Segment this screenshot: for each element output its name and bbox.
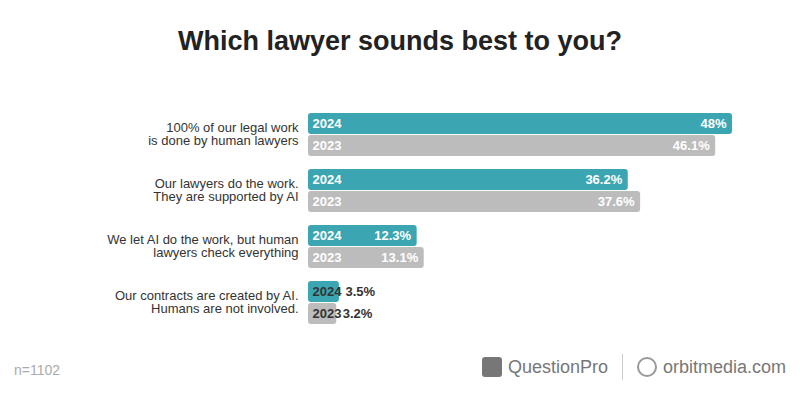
- svg-text:3.2%: 3.2%: [343, 306, 373, 321]
- html-text:QuestionPro: QuestionPro: [507, 356, 608, 377]
- svg-text:Our contracts are created by A: Our contracts are created by AI.Humans a…: [115, 288, 299, 316]
- svg-text:12.3%: 12.3%: [374, 228, 411, 243]
- svg-text:2024: 2024: [313, 284, 343, 299]
- svg-text:46.1%: 46.1%: [673, 138, 710, 153]
- html-text:orbitmedia.com: orbitmedia.com: [663, 356, 786, 377]
- svg-text:48%: 48%: [700, 116, 726, 131]
- svg-text:2024: 2024: [313, 228, 343, 243]
- svg-text:2024: 2024: [313, 116, 343, 131]
- svg-text:3.5%: 3.5%: [345, 284, 375, 299]
- svg-text:We let AI do the work, but hum: We let AI do the work, but humanlawyers …: [107, 232, 298, 260]
- svg-text:2023: 2023: [313, 250, 342, 265]
- svg-text:36.2%: 36.2%: [585, 172, 622, 187]
- svg-text:2023: 2023: [313, 138, 342, 153]
- svg-text:Our lawyers do the work.They a: Our lawyers do the work.They are support…: [153, 176, 298, 204]
- svg-text:2023: 2023: [313, 306, 342, 321]
- html-text:n=1102: n=1102: [14, 362, 61, 378]
- svg-text:2024: 2024: [313, 172, 343, 187]
- html-text:Which lawyer sounds best to yo: Which lawyer sounds best to you?: [178, 26, 622, 56]
- svg-text:2023: 2023: [313, 194, 342, 209]
- svg-text:100% of our legal workis done: 100% of our legal workis done by human l…: [148, 120, 299, 148]
- svg-text:13.1%: 13.1%: [381, 250, 418, 265]
- svg-text:37.6%: 37.6%: [598, 194, 635, 209]
